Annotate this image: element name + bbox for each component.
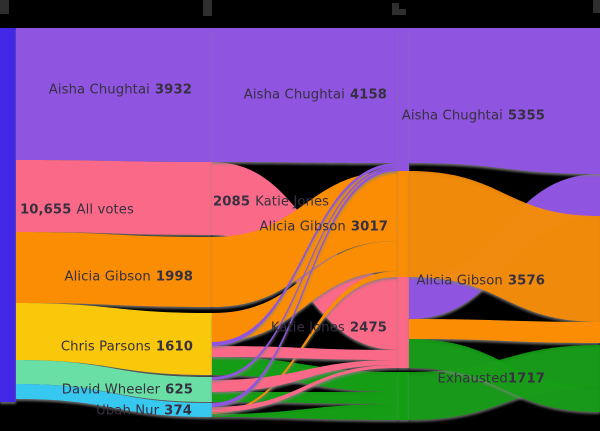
node-label: Exhausted1717 [438,372,545,387]
node-label: Katie Jones 2475 [271,321,387,336]
flow-ribbon-katie[interactable] [16,160,212,235]
node-label: Ubah Nur 374 [96,404,192,419]
round-tick [593,0,600,13]
label-candidate-name: Aisha Chughtai [243,87,345,103]
flow-ribbon-alicia[interactable] [409,319,600,343]
label-candidate-name: Exhausted [437,371,508,387]
flow-ribbon-alicia[interactable] [212,271,398,414]
label-candidate-name: All votes [76,202,134,218]
label-vote-count: 1610 [155,339,193,355]
label-vote-count: 3576 [507,273,545,289]
flow-ribbon-aisha[interactable] [212,163,398,346]
flow-ribbon-exhausted[interactable] [212,404,398,420]
flow-ribbon-aisha[interactable] [212,168,398,407]
label-vote-count: 2475 [349,320,387,336]
flow-ribbon-alicia[interactable] [409,171,600,322]
round-tick [203,0,212,16]
label-candidate-name: Aisha Chughtai [48,82,150,98]
round-tick [399,9,406,15]
label-vote-count: 10,655 [20,202,72,218]
label-candidate-name: Katie Jones [255,194,330,210]
label-vote-count: 5355 [507,108,545,124]
flow-ribbon-alicia[interactable] [212,171,398,307]
flow-ribbon-ubah[interactable] [16,384,212,417]
flow-ribbon-aisha[interactable] [409,28,600,174]
label-vote-count: 625 [165,382,193,398]
label-candidate-name: Aisha Chughtai [401,108,503,124]
node-label: Aisha Chughtai 5355 [402,109,545,124]
node-label: 2085 Katie Jones [213,195,329,210]
label-vote-count: 1717 [507,371,545,387]
label-candidate-name: Alicia Gibson [64,269,151,285]
label-candidate-name: David Wheeler [61,382,161,398]
label-vote-count: 3932 [154,82,192,98]
label-candidate-name: Chris Parsons [60,339,151,355]
flow-ribbon-david[interactable] [16,360,212,402]
label-candidate-name: Katie Jones [270,320,345,336]
flow-ribbon-alicia[interactable] [212,241,398,342]
label-vote-count: 3017 [350,219,388,235]
node-label: Aisha Chughtai 3932 [49,83,192,98]
node-label: 10,655 All votes [20,203,134,218]
node-label: David Wheeler 625 [62,383,193,398]
node-r2-aisha[interactable] [398,28,409,171]
flow-ribbon-katie[interactable] [212,365,398,412]
round-tick [0,0,9,14]
label-vote-count: 4158 [349,87,387,103]
flow-ribbon-katie[interactable] [212,360,398,392]
round-tick [392,3,399,15]
node-label: Alicia Gibson 1998 [65,270,194,285]
label-candidate-name: Alicia Gibson [416,273,503,289]
flow-ribbon-aisha[interactable] [212,166,398,380]
flow-ribbon-alicia[interactable] [16,232,212,307]
label-vote-count: 2085 [213,194,251,210]
flow-ribbon-exhausted[interactable] [409,339,600,412]
label-vote-count: 374 [164,403,192,419]
label-candidate-name: Alicia Gibson [259,219,346,235]
node-r2-exhausted[interactable] [398,372,409,420]
label-candidate-name: Ubah Nur [96,403,160,419]
node-r2-alicia[interactable] [398,171,409,277]
flow-ribbon-aisha[interactable] [16,28,212,162]
flow-ribbon-aisha[interactable] [212,28,398,163]
node-label: Alicia Gibson 3017 [260,220,389,235]
node-label: Chris Parsons 1610 [61,340,193,355]
label-vote-count: 1998 [155,269,193,285]
flow-ribbon-exhausted[interactable] [212,392,398,404]
node-r2-katie[interactable] [398,277,409,368]
node-all-votes[interactable] [0,28,16,402]
node-label: Aisha Chughtai 4158 [244,88,387,103]
node-label: Alicia Gibson 3576 [417,274,546,289]
flow-ribbon-chris[interactable] [16,303,212,375]
